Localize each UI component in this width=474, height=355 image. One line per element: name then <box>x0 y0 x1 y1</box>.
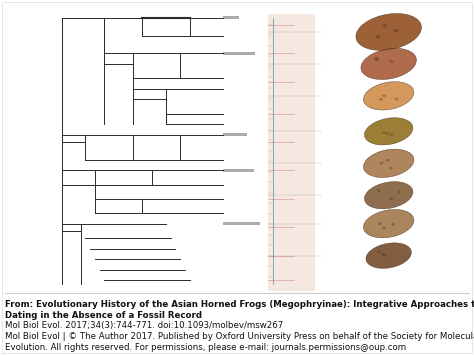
Circle shape <box>398 191 401 193</box>
Circle shape <box>383 254 386 257</box>
Circle shape <box>386 159 390 162</box>
Ellipse shape <box>364 149 414 178</box>
Ellipse shape <box>361 48 417 80</box>
Circle shape <box>389 197 393 200</box>
Ellipse shape <box>364 209 414 238</box>
Text: Mol Biol Evol | © The Author 2017. Published by Oxford University Press on behal: Mol Biol Evol | © The Author 2017. Publi… <box>5 332 474 341</box>
Circle shape <box>378 222 382 225</box>
Text: Dating in the Absence of a Fossil Record: Dating in the Absence of a Fossil Record <box>5 311 202 320</box>
Circle shape <box>383 24 387 28</box>
Bar <box>223 169 254 172</box>
Circle shape <box>374 57 378 60</box>
Ellipse shape <box>364 82 414 110</box>
Circle shape <box>377 189 381 192</box>
Bar <box>268 14 315 291</box>
Bar <box>223 133 247 136</box>
Circle shape <box>382 253 385 255</box>
Ellipse shape <box>365 118 413 145</box>
Circle shape <box>389 167 393 170</box>
Circle shape <box>375 35 381 39</box>
Circle shape <box>382 94 386 97</box>
Circle shape <box>375 58 379 61</box>
Bar <box>223 222 260 225</box>
Circle shape <box>389 60 393 63</box>
Text: Mol Biol Evol. 2017;34(3):744-771. doi:10.1093/molbev/msw267: Mol Biol Evol. 2017;34(3):744-771. doi:1… <box>5 321 283 330</box>
Circle shape <box>379 98 383 100</box>
Circle shape <box>377 250 381 253</box>
Ellipse shape <box>356 13 421 50</box>
Circle shape <box>382 226 386 229</box>
Circle shape <box>380 162 383 165</box>
Circle shape <box>391 223 395 226</box>
Ellipse shape <box>365 182 413 209</box>
Circle shape <box>382 131 386 134</box>
Text: Evolution. All rights reserved. For permissions, please e-mail: journals.permiss: Evolution. All rights reserved. For perm… <box>5 343 406 351</box>
Circle shape <box>395 98 399 100</box>
Bar <box>223 52 255 55</box>
Text: From: Evolutionary History of the Asian Horned Frogs (Megophryinae): Integrative: From: Evolutionary History of the Asian … <box>5 300 474 309</box>
Circle shape <box>385 132 389 135</box>
Ellipse shape <box>366 243 411 268</box>
Circle shape <box>393 29 398 32</box>
Circle shape <box>390 134 393 136</box>
Bar <box>223 16 239 19</box>
